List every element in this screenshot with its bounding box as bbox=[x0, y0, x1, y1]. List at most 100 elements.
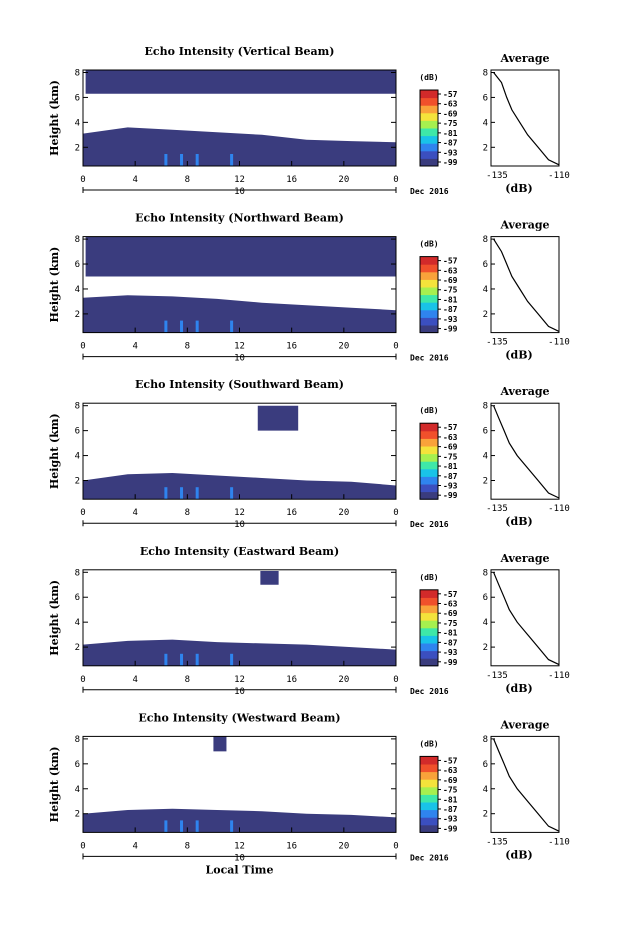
x-tick-label: 20 bbox=[338, 175, 349, 185]
x-tick-label: 12 bbox=[234, 175, 245, 185]
colorbar-swatch bbox=[420, 302, 438, 311]
colorbar-swatch bbox=[420, 627, 438, 636]
echo-core-2 bbox=[195, 820, 199, 833]
echo-layer-1 bbox=[85, 236, 396, 277]
x-tick-label: 0 bbox=[80, 175, 85, 185]
y-tick-label: 6 bbox=[75, 427, 80, 437]
colorbar-unit: (dB) bbox=[419, 240, 438, 249]
y-axis-label: Height (km) bbox=[48, 80, 61, 156]
panel-title: Echo Intensity (Northward Beam) bbox=[135, 212, 344, 225]
x-tick-label: 8 bbox=[185, 508, 190, 518]
echo-core-0 bbox=[164, 653, 168, 666]
colorbar-swatch bbox=[420, 468, 438, 477]
y-tick-label: 6 bbox=[75, 93, 80, 103]
profile-line bbox=[493, 238, 560, 332]
x-tick-label: 0 bbox=[393, 675, 398, 685]
colorbar-tick-label: -63 bbox=[443, 266, 458, 275]
colorbar-tick-label: -57 bbox=[443, 590, 458, 599]
colorbar-swatch bbox=[420, 824, 438, 833]
colorbar-swatch bbox=[420, 90, 438, 99]
colorbar-swatch bbox=[420, 771, 438, 780]
echo-layer-1 bbox=[85, 70, 396, 94]
y-tick-label: 4 bbox=[75, 785, 80, 795]
y-axis-label: Height (km) bbox=[48, 580, 61, 656]
colorbar-swatch bbox=[420, 309, 438, 318]
echo-core-3 bbox=[230, 487, 234, 500]
profile-x-tick-label: -110 bbox=[548, 338, 570, 348]
profile-x-tick-label: -135 bbox=[486, 671, 508, 681]
colorbar-unit: (dB) bbox=[419, 739, 438, 748]
colorbar-swatch bbox=[420, 97, 438, 106]
echo-core-2 bbox=[195, 653, 199, 666]
panel-0: Echo Intensity (Vertical Beam) 2 4 6 8 Height… bbox=[48, 45, 570, 197]
panel-1: Echo Intensity (Northward Beam) 2 4 6 8 Heigh… bbox=[48, 212, 570, 364]
echo-layer-1 bbox=[257, 405, 299, 431]
x-tick-label: 16 bbox=[286, 675, 297, 685]
x-tick-label: 4 bbox=[132, 508, 137, 518]
x-tick-label: 0 bbox=[80, 675, 85, 685]
y-axis-label: Height (km) bbox=[48, 247, 61, 323]
echo-core-2 bbox=[195, 487, 199, 500]
colorbar-tick-label: -69 bbox=[443, 109, 458, 118]
colorbar-swatch bbox=[420, 105, 438, 114]
profile-x-label: (dB) bbox=[505, 515, 532, 528]
colorbar-tick-label: -57 bbox=[443, 90, 458, 99]
y-tick-label: 2 bbox=[75, 643, 80, 653]
colorbar-frame bbox=[419, 755, 439, 833]
colorbar-unit: (dB) bbox=[419, 573, 438, 582]
y-tick-label: 8 bbox=[75, 735, 80, 745]
colorbar-tick-label: -75 bbox=[443, 786, 458, 795]
profile-x-tick-label: -110 bbox=[548, 837, 570, 847]
y-tick-label: 8 bbox=[75, 68, 80, 78]
colorbar-swatch bbox=[420, 325, 438, 334]
profile-x-tick-label: -135 bbox=[486, 338, 508, 348]
colorbar-swatch bbox=[420, 756, 438, 765]
colorbar-swatch bbox=[420, 430, 438, 439]
y-tick-label: 8 bbox=[75, 568, 80, 578]
panel-3: Echo Intensity (Eastward Beam) 2 4 6 8 Height… bbox=[48, 545, 570, 697]
colorbar-tick-label: -87 bbox=[443, 139, 458, 148]
echo-layer-0 bbox=[83, 639, 396, 666]
x-tick-label: 8 bbox=[185, 342, 190, 352]
x-tick-label: 12 bbox=[234, 508, 245, 518]
colorbar-tick-label: -63 bbox=[443, 433, 458, 442]
colorbar-swatch bbox=[420, 279, 438, 288]
colorbar-swatch bbox=[420, 764, 438, 773]
panel-2: Echo Intensity (Southward Beam) 2 4 6 8 Heigh… bbox=[48, 378, 570, 530]
colorbar-swatch bbox=[420, 605, 438, 614]
y-tick-label: 2 bbox=[75, 310, 80, 320]
y-tick-label: 2 bbox=[75, 476, 80, 486]
x-tick-label: 12 bbox=[234, 342, 245, 352]
colorbar-swatch bbox=[420, 317, 438, 326]
profile-y-tick-label: 2 bbox=[483, 643, 488, 653]
colorbar-tick-label: -99 bbox=[443, 824, 458, 833]
colorbar-tick-label: -57 bbox=[443, 423, 458, 432]
x-tick-label: 12 bbox=[234, 675, 245, 685]
colorbar-tick-label: -87 bbox=[443, 472, 458, 481]
colorbar-swatch bbox=[420, 287, 438, 296]
colorbar-tick-label: -93 bbox=[443, 815, 458, 824]
profile-y-tick-label: 8 bbox=[483, 735, 488, 745]
colorbar-tick-label: -75 bbox=[443, 119, 458, 128]
colorbar-tick-label: -99 bbox=[443, 658, 458, 667]
y-tick-label: 8 bbox=[75, 402, 80, 412]
colorbar-swatch bbox=[420, 779, 438, 788]
profile-y-tick-label: 2 bbox=[483, 143, 488, 153]
profile-y-tick-label: 8 bbox=[483, 235, 488, 245]
profile-x-label: (dB) bbox=[505, 349, 532, 362]
echo-core-1 bbox=[180, 820, 184, 833]
x-tick-label: 20 bbox=[338, 675, 349, 685]
profile-x-tick-label: -110 bbox=[548, 171, 570, 181]
echo-layer-1 bbox=[213, 736, 227, 752]
y-tick-label: 2 bbox=[75, 810, 80, 820]
y-tick-label: 4 bbox=[75, 118, 80, 128]
echo-core-1 bbox=[180, 154, 184, 166]
echo-core-0 bbox=[164, 320, 168, 333]
echo-core-1 bbox=[180, 320, 184, 333]
colorbar-tick-label: -81 bbox=[443, 462, 458, 471]
echo-core-2 bbox=[195, 154, 199, 166]
profile-y-tick-label: 6 bbox=[483, 260, 488, 270]
profile-y-tick-label: 4 bbox=[483, 785, 488, 795]
colorbar-tick-label: -87 bbox=[443, 305, 458, 314]
